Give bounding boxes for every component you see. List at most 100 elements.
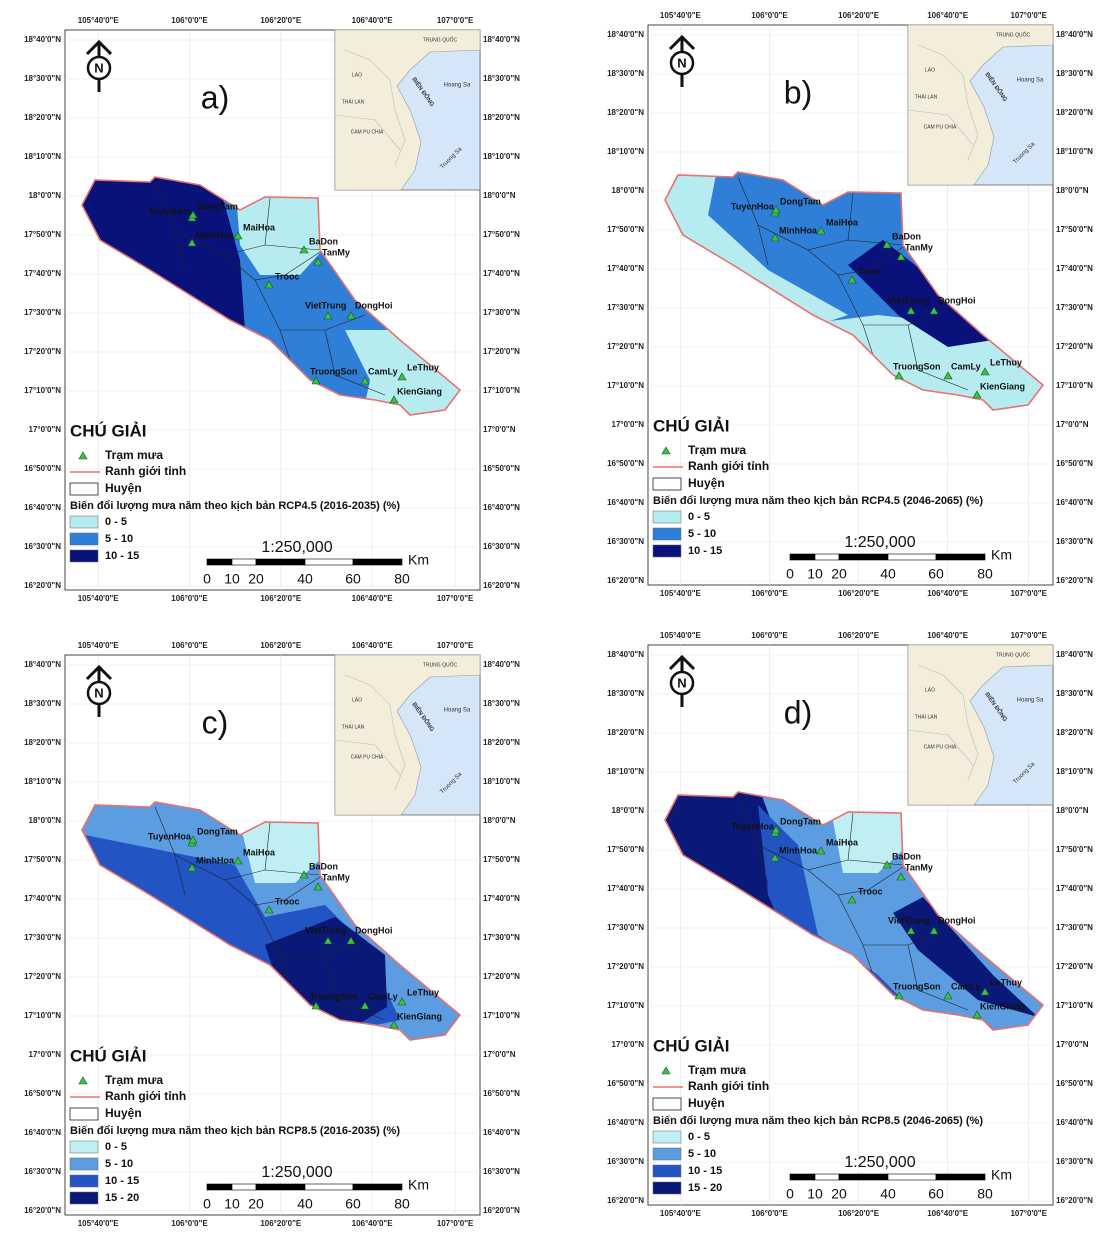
- station-label: CamLy: [951, 981, 981, 991]
- north-letter: N: [677, 55, 686, 70]
- lat-label: 17°20'0"N: [607, 342, 644, 351]
- lon-label: 106°20'0"E: [260, 594, 302, 603]
- lat-label: 18°20'0"N: [607, 108, 644, 117]
- legend-swatch: [652, 1147, 682, 1161]
- inset-label: TRUNG QUỐC: [423, 661, 458, 668]
- legend-item: Trạm mưa: [105, 1073, 163, 1087]
- lat-label: 18°40'0"N: [483, 35, 520, 44]
- inset-label: TRUNG QUỐC: [423, 36, 458, 43]
- lat-label: 18°40'0"N: [1056, 30, 1093, 39]
- lat-label: 16°50'0"N: [1056, 1079, 1093, 1088]
- station-marker: [847, 275, 857, 284]
- scale-mark-label: 10: [224, 571, 240, 587]
- lat-label: 17°0'0"N: [483, 425, 516, 434]
- inset-border: [907, 109, 974, 146]
- legend-title: CHÚ GIẢI: [70, 421, 147, 440]
- station-label: BaDon: [309, 236, 338, 246]
- lat-label: 16°20'0"N: [24, 581, 61, 590]
- district-boundary: [837, 894, 949, 946]
- scale-bar-segment: [838, 553, 889, 561]
- station-marker: [323, 936, 333, 945]
- scale-bar-segment: [352, 558, 403, 566]
- station-label: CamLy: [368, 366, 398, 376]
- inset-label: LÀO: [352, 696, 362, 703]
- scale-bar-segment: [814, 1173, 840, 1181]
- lon-label: 106°0'0"E: [751, 11, 788, 20]
- lat-label: 18°10'0"N: [607, 147, 644, 156]
- lat-label: 18°10'0"N: [24, 777, 61, 786]
- inset-label: LÀO: [352, 71, 362, 78]
- legend-station-symbol: [78, 1076, 88, 1085]
- lat-label: 16°20'0"N: [1056, 1196, 1093, 1205]
- station-label: VietTrung: [888, 295, 929, 305]
- legend-title: CHÚ GIẢI: [70, 1046, 147, 1065]
- station-label: KienGiang: [397, 386, 442, 396]
- legend-district-symbol: [69, 482, 99, 496]
- station-label: MinhHoa: [196, 855, 235, 865]
- legend-station-symbol: [661, 1066, 671, 1075]
- station-label: LeThuy: [990, 357, 1022, 367]
- lon-label: 106°40'0"E: [352, 594, 394, 603]
- scale-mark-label: 60: [928, 566, 944, 582]
- station-label: DongTam: [197, 826, 238, 836]
- inset-label: TRUNG QUỐC: [996, 651, 1031, 658]
- rain-zone: [893, 897, 1038, 1017]
- station-label: DongTam: [780, 816, 821, 826]
- legend-scenario: Biến đổi lượng mưa năm theo kịch bản RCP…: [653, 495, 983, 507]
- legend-scenario: Biến đổi lượng mưa năm theo kịch bản RCP…: [70, 1125, 400, 1137]
- lat-label: 18°20'0"N: [483, 113, 520, 122]
- lat-label: 16°30'0"N: [607, 537, 644, 546]
- station-marker: [894, 371, 904, 380]
- scale-bar-segment: [352, 1183, 403, 1191]
- station-label: Trooc: [858, 266, 883, 276]
- station-label: DongHoi: [355, 300, 393, 310]
- north-letter: N: [94, 60, 103, 75]
- station-marker: [929, 926, 939, 935]
- lat-label: 17°10'0"N: [607, 1001, 644, 1010]
- legend-scenario: Biến đổi lượng mưa năm theo kịch bản RCP…: [70, 500, 400, 512]
- station-label: TanMy: [905, 862, 933, 872]
- station-label: MaiHoa: [243, 222, 276, 232]
- lat-label: 18°30'0"N: [483, 74, 520, 83]
- scale-mark-label: 20: [831, 566, 847, 582]
- scale-bar-segment: [838, 1173, 889, 1181]
- station-label: TuyenHoa: [731, 201, 775, 211]
- scale-bar-segment: [304, 558, 354, 566]
- station-marker: [882, 860, 892, 869]
- inset-land: [334, 654, 481, 816]
- legend-swatch: [652, 1181, 682, 1195]
- lat-label: 17°30'0"N: [607, 923, 644, 932]
- lat-label: 16°20'0"N: [483, 1206, 520, 1215]
- legend-class-label: 10 - 15: [688, 1165, 722, 1177]
- station-marker: [929, 306, 939, 315]
- station-marker: [360, 1001, 370, 1010]
- station-label: TruongSon: [310, 991, 358, 1001]
- station-label: BaDon: [309, 861, 338, 871]
- inset-border: [917, 44, 979, 161]
- lat-label: 18°40'0"N: [24, 660, 61, 669]
- lat-label: 17°30'0"N: [1056, 923, 1093, 932]
- lon-label: 106°0'0"E: [751, 589, 788, 598]
- legend-swatch: [652, 510, 682, 524]
- legend-class-label: 0 - 5: [688, 511, 710, 523]
- inset-border: [907, 729, 974, 766]
- lon-label: 106°40'0"E: [352, 641, 394, 650]
- inset-border: [344, 49, 406, 166]
- inset-label: THÁI LAN: [342, 723, 365, 730]
- lat-label: 17°10'0"N: [24, 1011, 61, 1020]
- lat-label: 16°40'0"N: [607, 498, 644, 507]
- lat-label: 18°40'0"N: [24, 35, 61, 44]
- inset-border: [334, 114, 401, 151]
- legend-swatch: [69, 515, 99, 529]
- legend-class-label: 5 - 10: [105, 533, 133, 545]
- panel-label: c): [202, 704, 229, 740]
- lon-label: 107°0'0"E: [1010, 631, 1047, 640]
- legend-title: CHÚ GIẢI: [653, 1036, 730, 1055]
- lat-label: 17°50'0"N: [607, 225, 644, 234]
- station-marker: [233, 856, 243, 865]
- lat-label: 17°0'0"N: [1056, 420, 1089, 429]
- lat-label: 17°50'0"N: [24, 855, 61, 864]
- lat-label: 16°40'0"N: [24, 503, 61, 512]
- scale-unit: Km: [408, 1177, 429, 1193]
